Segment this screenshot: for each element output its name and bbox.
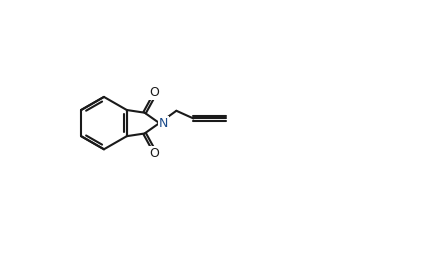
Text: N: N <box>158 117 168 130</box>
Text: O: O <box>149 147 159 160</box>
Text: O: O <box>149 86 159 99</box>
